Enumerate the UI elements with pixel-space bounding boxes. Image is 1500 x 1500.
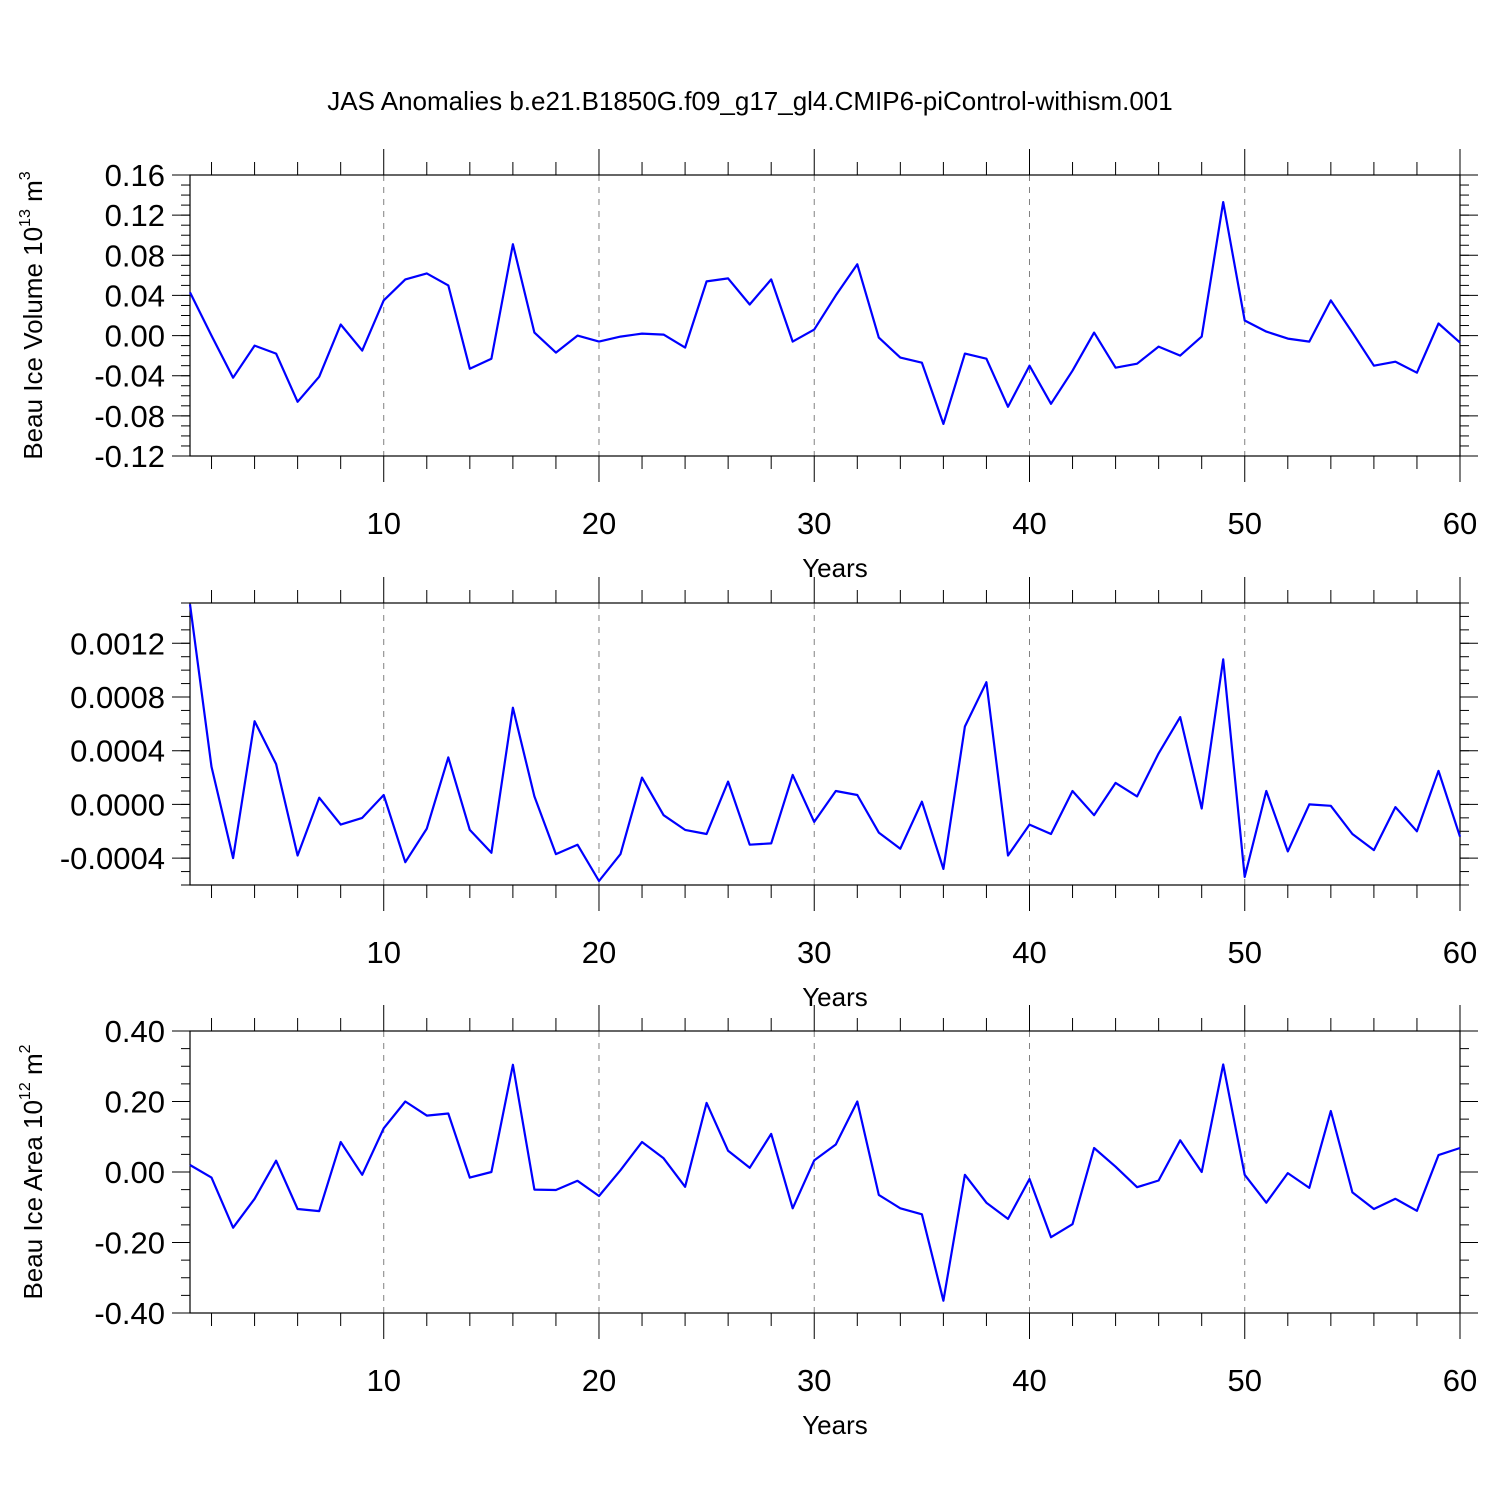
x-axis-label: Years bbox=[802, 982, 868, 1012]
x-tick-label: 10 bbox=[366, 935, 400, 970]
x-tick-label: 30 bbox=[797, 1363, 831, 1398]
y-tick-label: 0.08 bbox=[105, 238, 165, 273]
y-tick-label: 0.00 bbox=[105, 319, 165, 354]
x-tick-label: 30 bbox=[797, 935, 831, 970]
plot-frame bbox=[189, 1030, 1461, 1314]
x-tick-label: 10 bbox=[366, 506, 400, 541]
x-tick-label: 60 bbox=[1443, 935, 1477, 970]
y-tick-label: 0.40 bbox=[105, 1014, 165, 1049]
y-axis-label: Beau Ice Volume 1013 m3 bbox=[17, 171, 48, 459]
y-tick-label: 0.12 bbox=[105, 198, 165, 233]
y-tick-label: -0.40 bbox=[94, 1296, 165, 1331]
x-tick-label: 50 bbox=[1228, 506, 1262, 541]
x-tick-label: 60 bbox=[1443, 1363, 1477, 1398]
x-tick-label: 40 bbox=[1012, 1363, 1046, 1398]
chart-panel-3: -0.40 -0.20 0.00 0.20 0.40 10 20 30 40 50 60 Years B… bbox=[17, 1005, 1478, 1440]
y-tick-label: 0.0012 bbox=[70, 626, 165, 661]
plot-frame bbox=[189, 602, 1461, 886]
x-tick-label: 20 bbox=[582, 1363, 616, 1398]
chart-panel-1: -0.12 -0.08 -0.04 0.00 0.04 0.08 0.12 0.16 10 20 3… bbox=[17, 149, 1478, 583]
y-tick-label: -0.04 bbox=[94, 359, 165, 394]
plot-frame bbox=[189, 174, 1461, 457]
chart-panel-2: -0.0004 0.0000 0.0004 0.0008 0.0012 10 20 30 40 5… bbox=[60, 577, 1478, 1012]
x-axis-label: Years bbox=[802, 553, 868, 583]
y-tick-label: 0.20 bbox=[105, 1085, 165, 1120]
y-axis-label: Beau Ice Area 1012 m2 bbox=[17, 1044, 48, 1299]
y-tick-label: 0.00 bbox=[105, 1155, 165, 1190]
y-tick-label: 0.04 bbox=[105, 278, 165, 313]
y-tick-label: 0.0004 bbox=[70, 734, 165, 769]
chart-title: JAS Anomalies b.e21.B1850G.f09_g17_gl4.C… bbox=[327, 86, 1172, 116]
data-series-line bbox=[188, 604, 1462, 883]
data-series-line bbox=[189, 1063, 1461, 1302]
x-tick-label: 40 bbox=[1012, 935, 1046, 970]
y-tick-label: -0.08 bbox=[94, 399, 165, 434]
data-series-line bbox=[189, 201, 1461, 425]
x-axis-label: Years bbox=[802, 1410, 868, 1440]
y-tick-label: 0.16 bbox=[105, 158, 165, 193]
x-tick-label: 50 bbox=[1228, 1363, 1262, 1398]
y-tick-label: -0.0004 bbox=[60, 841, 165, 876]
x-tick-label: 50 bbox=[1228, 935, 1262, 970]
x-tick-label: 30 bbox=[797, 506, 831, 541]
y-tick-label: 0.0000 bbox=[70, 787, 165, 822]
x-tick-label: 20 bbox=[582, 506, 616, 541]
x-tick-label: 10 bbox=[366, 1363, 400, 1398]
y-tick-label: -0.20 bbox=[94, 1226, 165, 1261]
x-tick-label: 40 bbox=[1012, 506, 1046, 541]
x-tick-label: 60 bbox=[1443, 506, 1477, 541]
y-tick-label: -0.12 bbox=[94, 439, 165, 474]
y-tick-label: 0.0008 bbox=[70, 680, 165, 715]
x-tick-label: 20 bbox=[582, 935, 616, 970]
